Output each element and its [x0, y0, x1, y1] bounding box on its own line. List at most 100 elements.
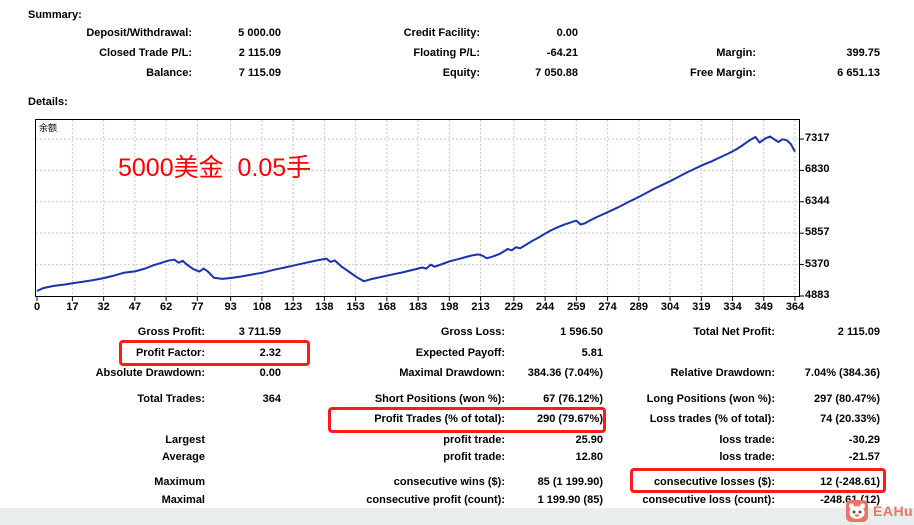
stat-label: Relative Drawdown:	[670, 367, 775, 379]
x-tick-label: 229	[504, 301, 524, 313]
chart-annotation-text: 5000美金 0.05手	[118, 154, 312, 182]
stat-label: loss trade:	[719, 434, 775, 446]
stats-row: Absolute Drawdown: 0.00 Maximal Drawdown…	[0, 367, 914, 381]
stat-label: Gross Profit:	[137, 326, 205, 338]
stats-row: Largest profit trade: 25.90 loss trade: …	[0, 434, 914, 448]
summary-label: Margin:	[716, 47, 756, 59]
summary-row: Deposit/Withdrawal: 5 000.00 Credit Faci…	[0, 27, 914, 41]
stat-value: 1 596.50	[560, 326, 603, 338]
x-tick-label: 274	[598, 301, 617, 313]
stat-value: 25.90	[575, 434, 603, 446]
stat-label: Total Trades:	[137, 393, 205, 405]
stat-label: consecutive profit (count):	[366, 494, 505, 506]
stats-row: Average profit trade: 12.80 loss trade: …	[0, 451, 914, 465]
stat-label: Gross Loss:	[440, 326, 505, 338]
stat-label: profit trade:	[443, 451, 505, 463]
summary-label: Floating P/L:	[413, 47, 480, 59]
summary-value: 7 050.88	[535, 67, 578, 79]
stat-label: Maximal Drawdown:	[399, 367, 505, 379]
stat-value: -21.57	[848, 451, 880, 463]
x-tick-label: 319	[692, 301, 711, 313]
stat-value: 297 (80.47%)	[813, 393, 880, 405]
x-tick-label: 198	[440, 301, 459, 313]
summary-label: Deposit/Withdrawal:	[86, 27, 192, 39]
stat-label: Long Positions (won %):	[646, 393, 775, 405]
stat-label: consecutive loss (count):	[642, 494, 775, 506]
x-tick-label: 138	[315, 301, 334, 313]
stat-label: Total Net Profit:	[693, 326, 775, 338]
stat-label: Short Positions (won %):	[374, 393, 505, 405]
x-tick-label: 168	[377, 301, 397, 313]
stats-row: Profit Trades (% of total): 290 (79.67%)…	[0, 413, 914, 427]
watermark-text: EAHub	[873, 503, 914, 519]
summary-label: Credit Facility:	[403, 27, 480, 39]
summary-label: Balance:	[146, 67, 192, 79]
y-tick-label: 7317	[805, 132, 830, 144]
x-tick-label: 17	[66, 301, 79, 313]
summary-value: 2 115.09	[238, 47, 281, 59]
x-tick-label: 47	[128, 301, 141, 313]
x-tick-label: 364	[785, 301, 805, 313]
watermark: EAHub	[846, 500, 914, 522]
summary-value: 7 115.09	[238, 67, 281, 79]
balance-chart	[35, 119, 805, 302]
x-tick-label: 244	[535, 301, 555, 313]
x-tick-label: 93	[224, 301, 237, 313]
stat-label: Average	[161, 451, 205, 463]
x-tick-label: 334	[723, 301, 742, 313]
bottom-strip	[0, 508, 914, 525]
stat-value: 1 199.90 (85)	[537, 494, 603, 506]
stat-label: Maximum	[154, 476, 205, 488]
stats-row: Profit Factor: 2.32 Expected Payoff: 5.8…	[0, 347, 914, 361]
stats-row: Total Trades: 364 Short Positions (won %…	[0, 393, 914, 407]
stats-row: Maximal consecutive profit (count): 1 19…	[0, 494, 914, 508]
stat-value: 5.81	[581, 347, 603, 359]
stat-label: consecutive wins ($):	[393, 476, 505, 488]
stat-value: 2.32	[259, 347, 281, 359]
stat-label: loss trade:	[719, 451, 775, 463]
x-tick-label: 213	[471, 301, 490, 313]
stats-row: Maximum consecutive wins ($): 85 (1 199.…	[0, 476, 914, 490]
chart-series-label: 余额	[39, 123, 58, 133]
summary-value: -64.21	[546, 47, 578, 59]
summary-value: 399.75	[846, 47, 880, 59]
stat-value: -30.29	[848, 434, 880, 446]
summary-value: 6 651.13	[837, 67, 880, 79]
summary-heading: Summary:	[28, 9, 82, 21]
summary-value: 0.00	[556, 27, 578, 39]
stat-value: 12.80	[575, 451, 603, 463]
y-tick-label: 4883	[805, 289, 830, 301]
x-tick-label: 32	[97, 301, 110, 313]
summary-row: Closed Trade P/L: 2 115.09 Floating P/L:…	[0, 47, 914, 61]
stat-value: 74 (20.33%)	[820, 413, 880, 425]
details-heading: Details:	[28, 96, 68, 108]
x-tick-label: 304	[660, 301, 680, 313]
summary-label: Closed Trade P/L:	[99, 47, 192, 59]
stat-label: Largest	[165, 434, 205, 446]
stat-label: Profit Trades (% of total):	[374, 413, 505, 425]
summary-label: Equity:	[442, 67, 480, 79]
stat-value: 3 711.59	[238, 326, 281, 338]
y-tick-label: 6830	[805, 163, 830, 176]
x-tick-label: 123	[283, 301, 303, 313]
stat-value: 67 (76.12%)	[543, 393, 603, 405]
x-tick-label: 259	[567, 301, 586, 313]
stat-value: 290 (79.67%)	[536, 413, 603, 425]
stat-value: 384.36 (7.04%)	[527, 367, 603, 379]
stat-label: profit trade:	[443, 434, 505, 446]
x-tick-label: 77	[191, 301, 204, 313]
stat-label: Absolute Drawdown:	[95, 367, 205, 379]
stats-row: Gross Profit: 3 711.59 Gross Loss: 1 596…	[0, 326, 914, 340]
eahub-logo-icon	[846, 500, 868, 522]
summary-row: Balance: 7 115.09 Equity: 7 050.88 Free …	[0, 67, 914, 81]
stat-value: 85 (1 199.90)	[537, 476, 603, 488]
x-tick-label: 183	[408, 301, 428, 313]
x-tick-label: 289	[629, 301, 648, 313]
stat-label: Maximal	[161, 494, 205, 506]
stat-value: 12 (-248.61)	[820, 476, 880, 488]
y-tick-label: 6344	[805, 194, 830, 207]
stat-value: 7.04% (384.36)	[804, 367, 880, 379]
balance-chart-svg	[35, 119, 804, 301]
stat-label: Profit Factor:	[135, 347, 205, 359]
